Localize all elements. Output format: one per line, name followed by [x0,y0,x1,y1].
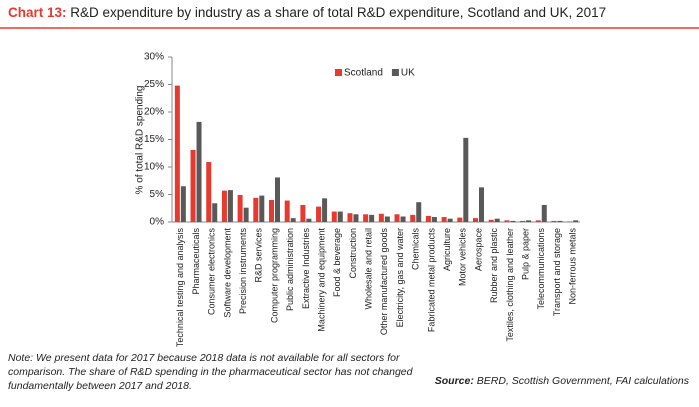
bar [416,202,422,222]
bar [237,195,243,222]
x-tick-label: Precision instruments [238,228,248,315]
bar [463,137,469,222]
source: Source: BERD, Scottish Government, FAI c… [435,375,689,387]
bar [567,221,573,222]
x-tick-label: Rubber and plastic [489,228,499,304]
bar [441,217,447,222]
bar [347,213,353,222]
x-tick-label: Food & beverage [332,228,342,297]
y-tick-label: 10% [144,162,164,173]
x-tick-label: Extractive Industries [301,228,311,310]
bar [174,85,180,222]
x-tick-label: Fabricated metal products [426,228,436,333]
bar [196,121,202,222]
x-tick-label: Motor vehicles [458,228,468,287]
bar [206,162,212,222]
bar [212,203,218,222]
bar [425,215,431,222]
bar [337,211,343,222]
x-tick-label: Pulp & paper [520,228,530,280]
note: Note: We present data for 2017 because 2… [8,352,413,392]
bar [488,219,494,222]
bar [504,220,510,222]
bar [363,214,369,222]
x-tick-label: Software development [222,228,232,318]
bar [275,177,280,222]
x-tick-label: Pharmaceuticals [191,228,201,295]
bar [369,214,375,222]
x-tick-label: Wholesale and retail [364,228,374,310]
bar [526,220,532,222]
bar [243,207,249,222]
y-tick-label: 5% [150,189,165,200]
y-tick-label: 25% [144,79,164,90]
bar [306,218,312,222]
bar [473,218,478,222]
bar [573,220,579,222]
bar [290,218,296,222]
bar [394,214,400,222]
bar [322,198,328,222]
bar [331,211,337,222]
bar [221,190,227,222]
bar [520,220,526,222]
x-tick-label: Transport and storage [552,228,562,316]
bar [431,217,437,222]
bar [353,214,359,222]
bar [284,200,290,222]
chart: Chart 13: R&D expenditure by industry as… [0,5,699,348]
bar [378,213,384,222]
x-tick-label: Non-ferrous metals [568,228,578,305]
x-tick-label: Telecommunications [536,228,546,310]
y-tick-label: 0% [150,217,165,228]
x-tick-label: Chemicals [411,228,421,271]
source-text: BERD, Scottish Government, FAI calculati… [476,375,689,387]
bar [551,220,557,222]
source-label: Source: [434,375,474,387]
x-tick-label: Other manufactured goods [379,228,389,336]
x-tick-label: Agriculture [442,228,452,271]
bar [190,149,196,222]
bar [253,197,259,222]
bar [510,220,516,222]
legend-label: Scotland [344,68,383,79]
bar [447,218,453,222]
bar [535,220,541,222]
bar [180,186,186,222]
y-axis-label: % of total R&D spending [135,86,146,195]
legend-swatch [391,69,399,76]
bar [400,216,406,222]
x-tick-label: Consumer electronics [207,228,217,316]
bar [410,214,416,222]
y-tick-label: 15% [144,134,164,145]
bar [269,200,274,222]
x-tick-label: Machinery and equipment [316,228,326,332]
y-tick-label: 30% [144,52,164,63]
x-tick-label: Construction [348,228,358,279]
x-tick-label: Textiles, clothing and leather [505,228,515,342]
x-tick-label: R&D services [254,228,264,283]
x-tick-label: Electricity, gas and water [395,228,405,327]
y-tick-label: 20% [144,107,164,118]
chart-title: Chart 13: R&D expenditure by industry as… [8,5,606,20]
x-tick-label: Aerospace [473,228,483,271]
bar [227,190,233,222]
bar [541,204,547,222]
x-tick-label: Computer programming [269,228,279,323]
bar [479,187,484,222]
x-tick-label: Public administration [285,228,295,311]
chart-number: Chart 13: [8,5,67,20]
title-text: R&D expenditure by industry as a share o… [70,5,606,20]
bar [259,195,265,222]
bar [316,206,322,222]
bar [557,220,563,222]
bar [300,204,306,222]
x-tick-label: Technical testing and analysis [175,228,185,348]
bar [457,217,463,222]
legend-label: UK [401,68,415,79]
bar [384,216,390,222]
legend-swatch [335,69,342,76]
bar [494,218,500,222]
